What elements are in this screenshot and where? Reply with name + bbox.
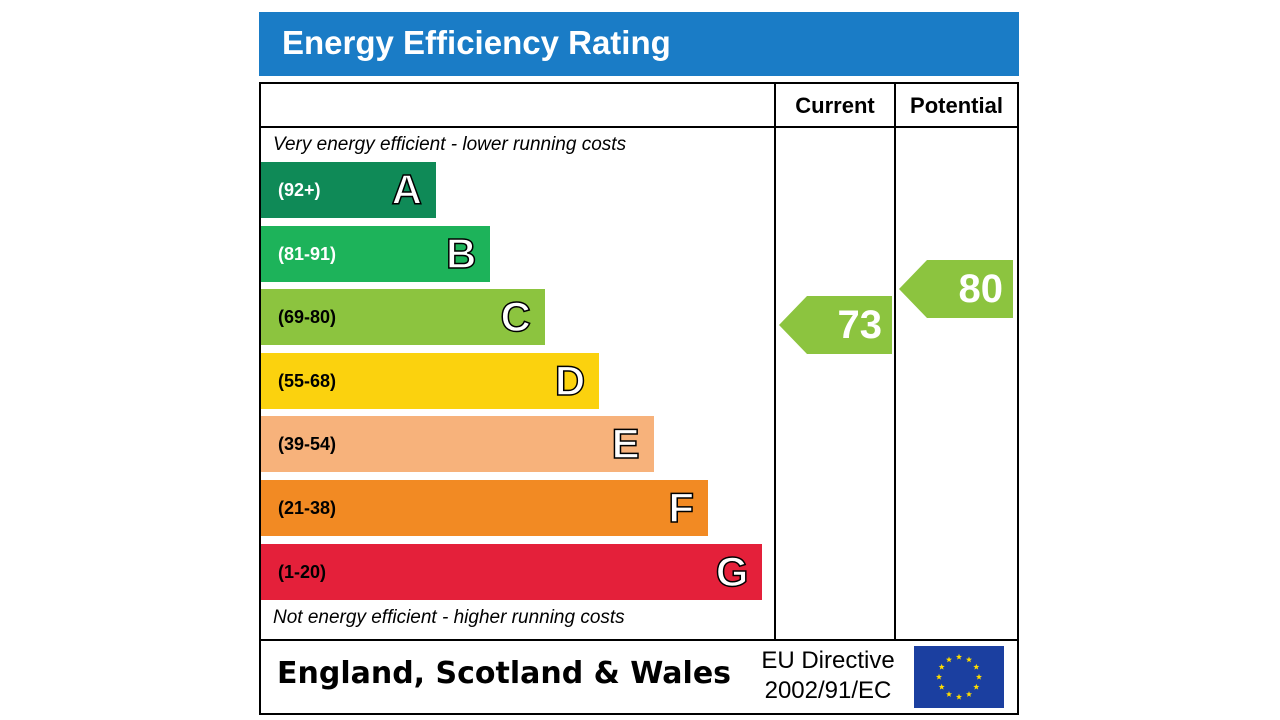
eu-star-icon	[935, 673, 943, 680]
eu-star-icon	[973, 663, 980, 670]
eu-flag-icon	[914, 646, 1004, 708]
eu-star-icon	[938, 683, 945, 690]
directive-line-1: EU Directive	[761, 647, 895, 674]
band-e: (39-54) E	[261, 416, 654, 473]
eu-star-icon	[945, 656, 953, 663]
band-letter: D	[554, 356, 586, 405]
current-column-header: Current	[795, 93, 875, 118]
eu-star-icon	[965, 691, 973, 697]
current-column-divider	[774, 82, 776, 640]
band-range-label: (81-91)	[278, 243, 337, 264]
footer-divider	[259, 639, 1019, 641]
band-range-label: (1-20)	[278, 561, 327, 582]
band-letter: C	[500, 292, 532, 341]
band-range-label: (92+)	[278, 180, 321, 200]
top-caption: Very energy efficient - lower running co…	[273, 134, 627, 155]
eu-star-icon	[938, 663, 945, 670]
band-d: (55-68) D	[261, 352, 600, 409]
title-bar: Energy Efficiency Rating	[259, 12, 1019, 76]
eu-star-icon	[975, 673, 983, 680]
band-c: (69-80) C	[261, 289, 545, 346]
directive-line-2: 2002/91/EC	[764, 677, 892, 704]
eu-star-icon	[955, 653, 963, 660]
bottom-caption: Not energy efficient - higher running co…	[273, 607, 625, 628]
eu-star-icon	[965, 656, 973, 663]
eu-star-icon	[945, 691, 953, 697]
current-rating-arrow: 73	[779, 295, 892, 354]
rating-frame	[259, 82, 1019, 715]
band-range-label: (21-38)	[278, 498, 337, 518]
band-range-label: (39-54)	[278, 434, 337, 455]
band-a: (92+) A	[261, 162, 436, 218]
band-range-label: (69-80)	[278, 307, 337, 328]
band-g: (1-20) G	[261, 543, 763, 600]
potential-rating-arrow: 80	[899, 260, 1013, 319]
band-f: (21-38) F	[261, 480, 708, 536]
eu-star-icon	[973, 683, 980, 690]
band-b: (81-91) B	[261, 225, 491, 282]
eu-star-icon	[955, 693, 963, 700]
band-letter: F	[668, 483, 695, 532]
potential-rating-arrow-value: 80	[958, 267, 1004, 312]
band-range-label: (55-68)	[278, 370, 337, 391]
band-letter: E	[611, 420, 641, 469]
potential-column-header: Potential	[910, 93, 1003, 118]
header-divider	[259, 126, 1019, 128]
band-letter: A	[391, 165, 423, 214]
footer-country: England, Scotland & Wales	[277, 656, 732, 691]
current-rating-arrow-value: 73	[837, 302, 883, 347]
potential-column-divider	[894, 82, 896, 640]
chart-title: Energy Efficiency Rating	[282, 24, 671, 61]
band-letter: B	[445, 229, 477, 278]
band-letter: G	[715, 547, 749, 596]
